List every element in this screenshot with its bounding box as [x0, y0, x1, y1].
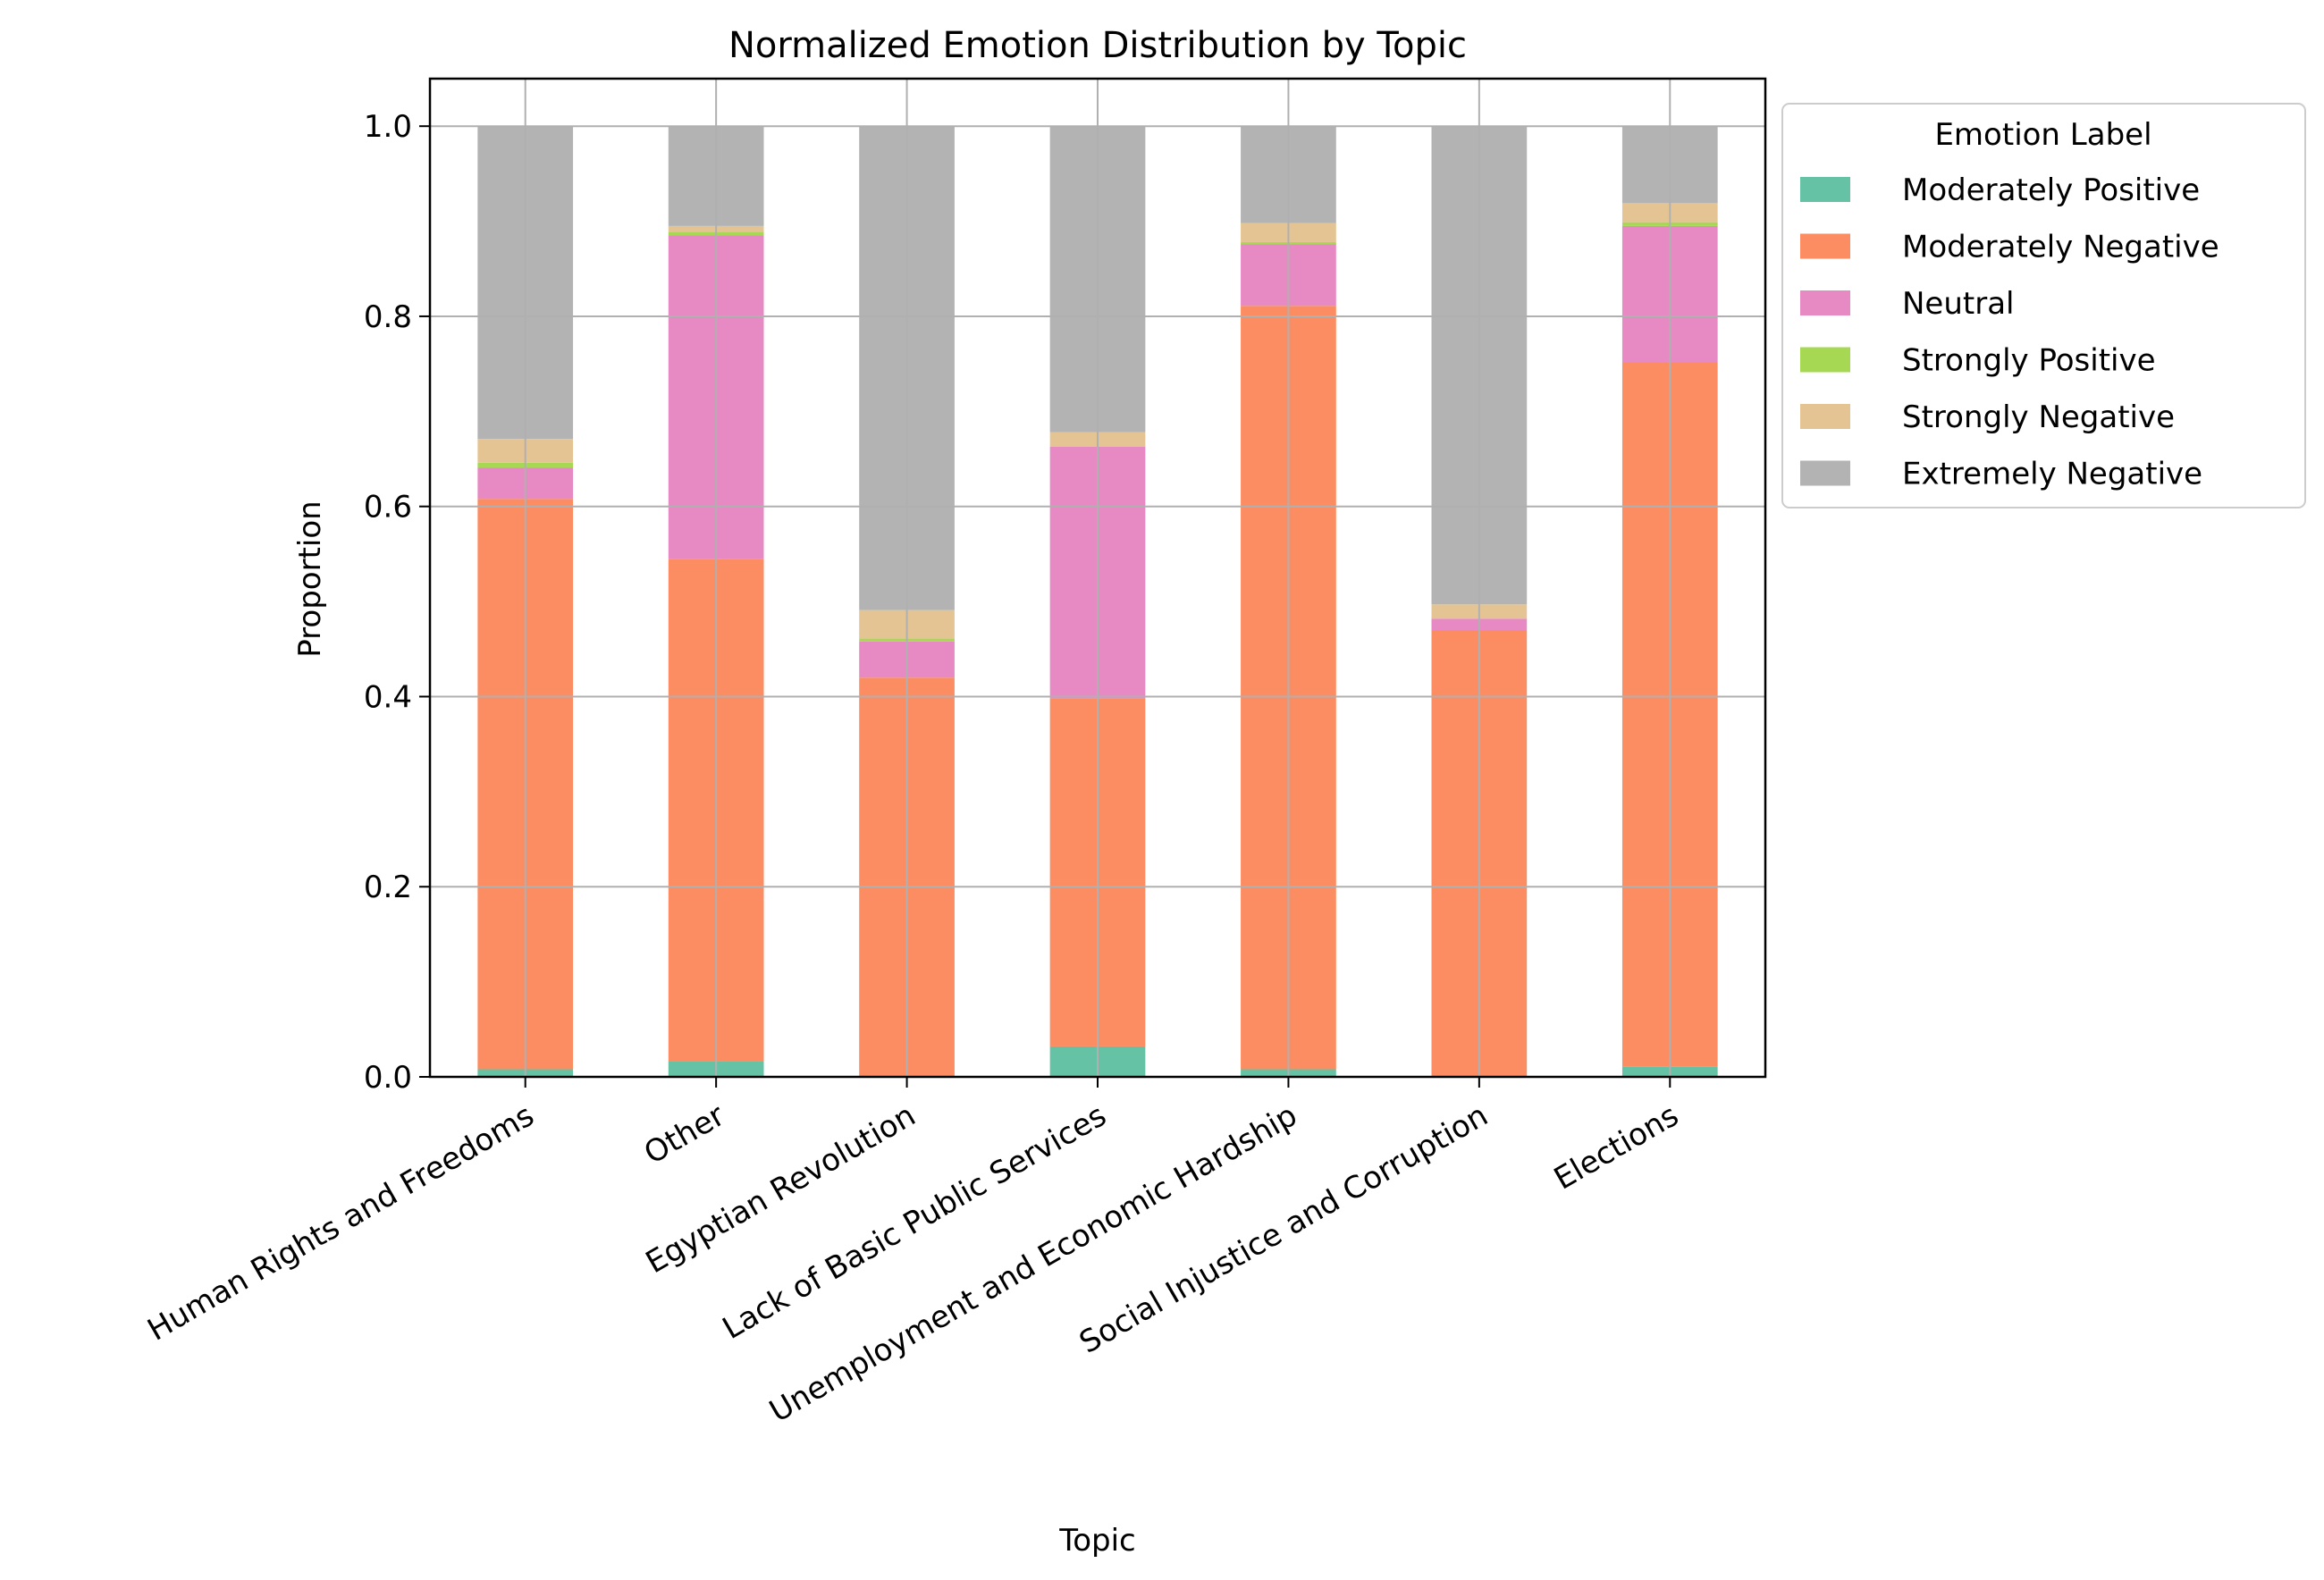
- legend-swatch-2: [1800, 290, 1850, 315]
- chart-title: Normalized Emotion Distribution by Topic: [728, 25, 1467, 66]
- y-tick-label-4: 0.8: [364, 299, 412, 335]
- legend-swatch-3: [1800, 347, 1850, 373]
- y-tick-label-0: 0.0: [364, 1060, 412, 1096]
- legend-label-3: Strongly Positive: [1902, 343, 2156, 379]
- y-axis-label: Proportion: [292, 500, 328, 657]
- legend-swatch-0: [1800, 177, 1850, 202]
- legend-swatch-4: [1800, 404, 1850, 429]
- legend-label-2: Neutral: [1902, 286, 2015, 322]
- y-tick-label-2: 0.4: [364, 679, 412, 715]
- grid-layer: [430, 79, 1765, 1078]
- y-tick-label-3: 0.6: [364, 490, 412, 525]
- y-tick-label-1: 0.2: [364, 870, 412, 905]
- legend-label-5: Extremely Negative: [1902, 457, 2202, 492]
- legend-items: Moderately Positive Moderately Negative Ne…: [1800, 172, 2219, 492]
- x-axis-label: Topic: [1058, 1523, 1136, 1559]
- y-tick-label-5: 1.0: [364, 109, 412, 145]
- y-axis: 0.0 0.2 0.4 0.6 0.8 1.0: [364, 109, 430, 1096]
- legend-label-0: Moderately Positive: [1902, 172, 2200, 208]
- legend-frame: [1781, 103, 2306, 508]
- legend-title: Emotion Label: [1934, 117, 2151, 153]
- legend-swatch-1: [1800, 233, 1850, 259]
- legend-label-4: Strongly Negative: [1902, 399, 2175, 435]
- legend-swatch-5: [1800, 460, 1850, 486]
- legend: Emotion Label Moderately PositiveModerat…: [1781, 103, 2306, 508]
- legend-label-1: Moderately Negative: [1902, 230, 2219, 265]
